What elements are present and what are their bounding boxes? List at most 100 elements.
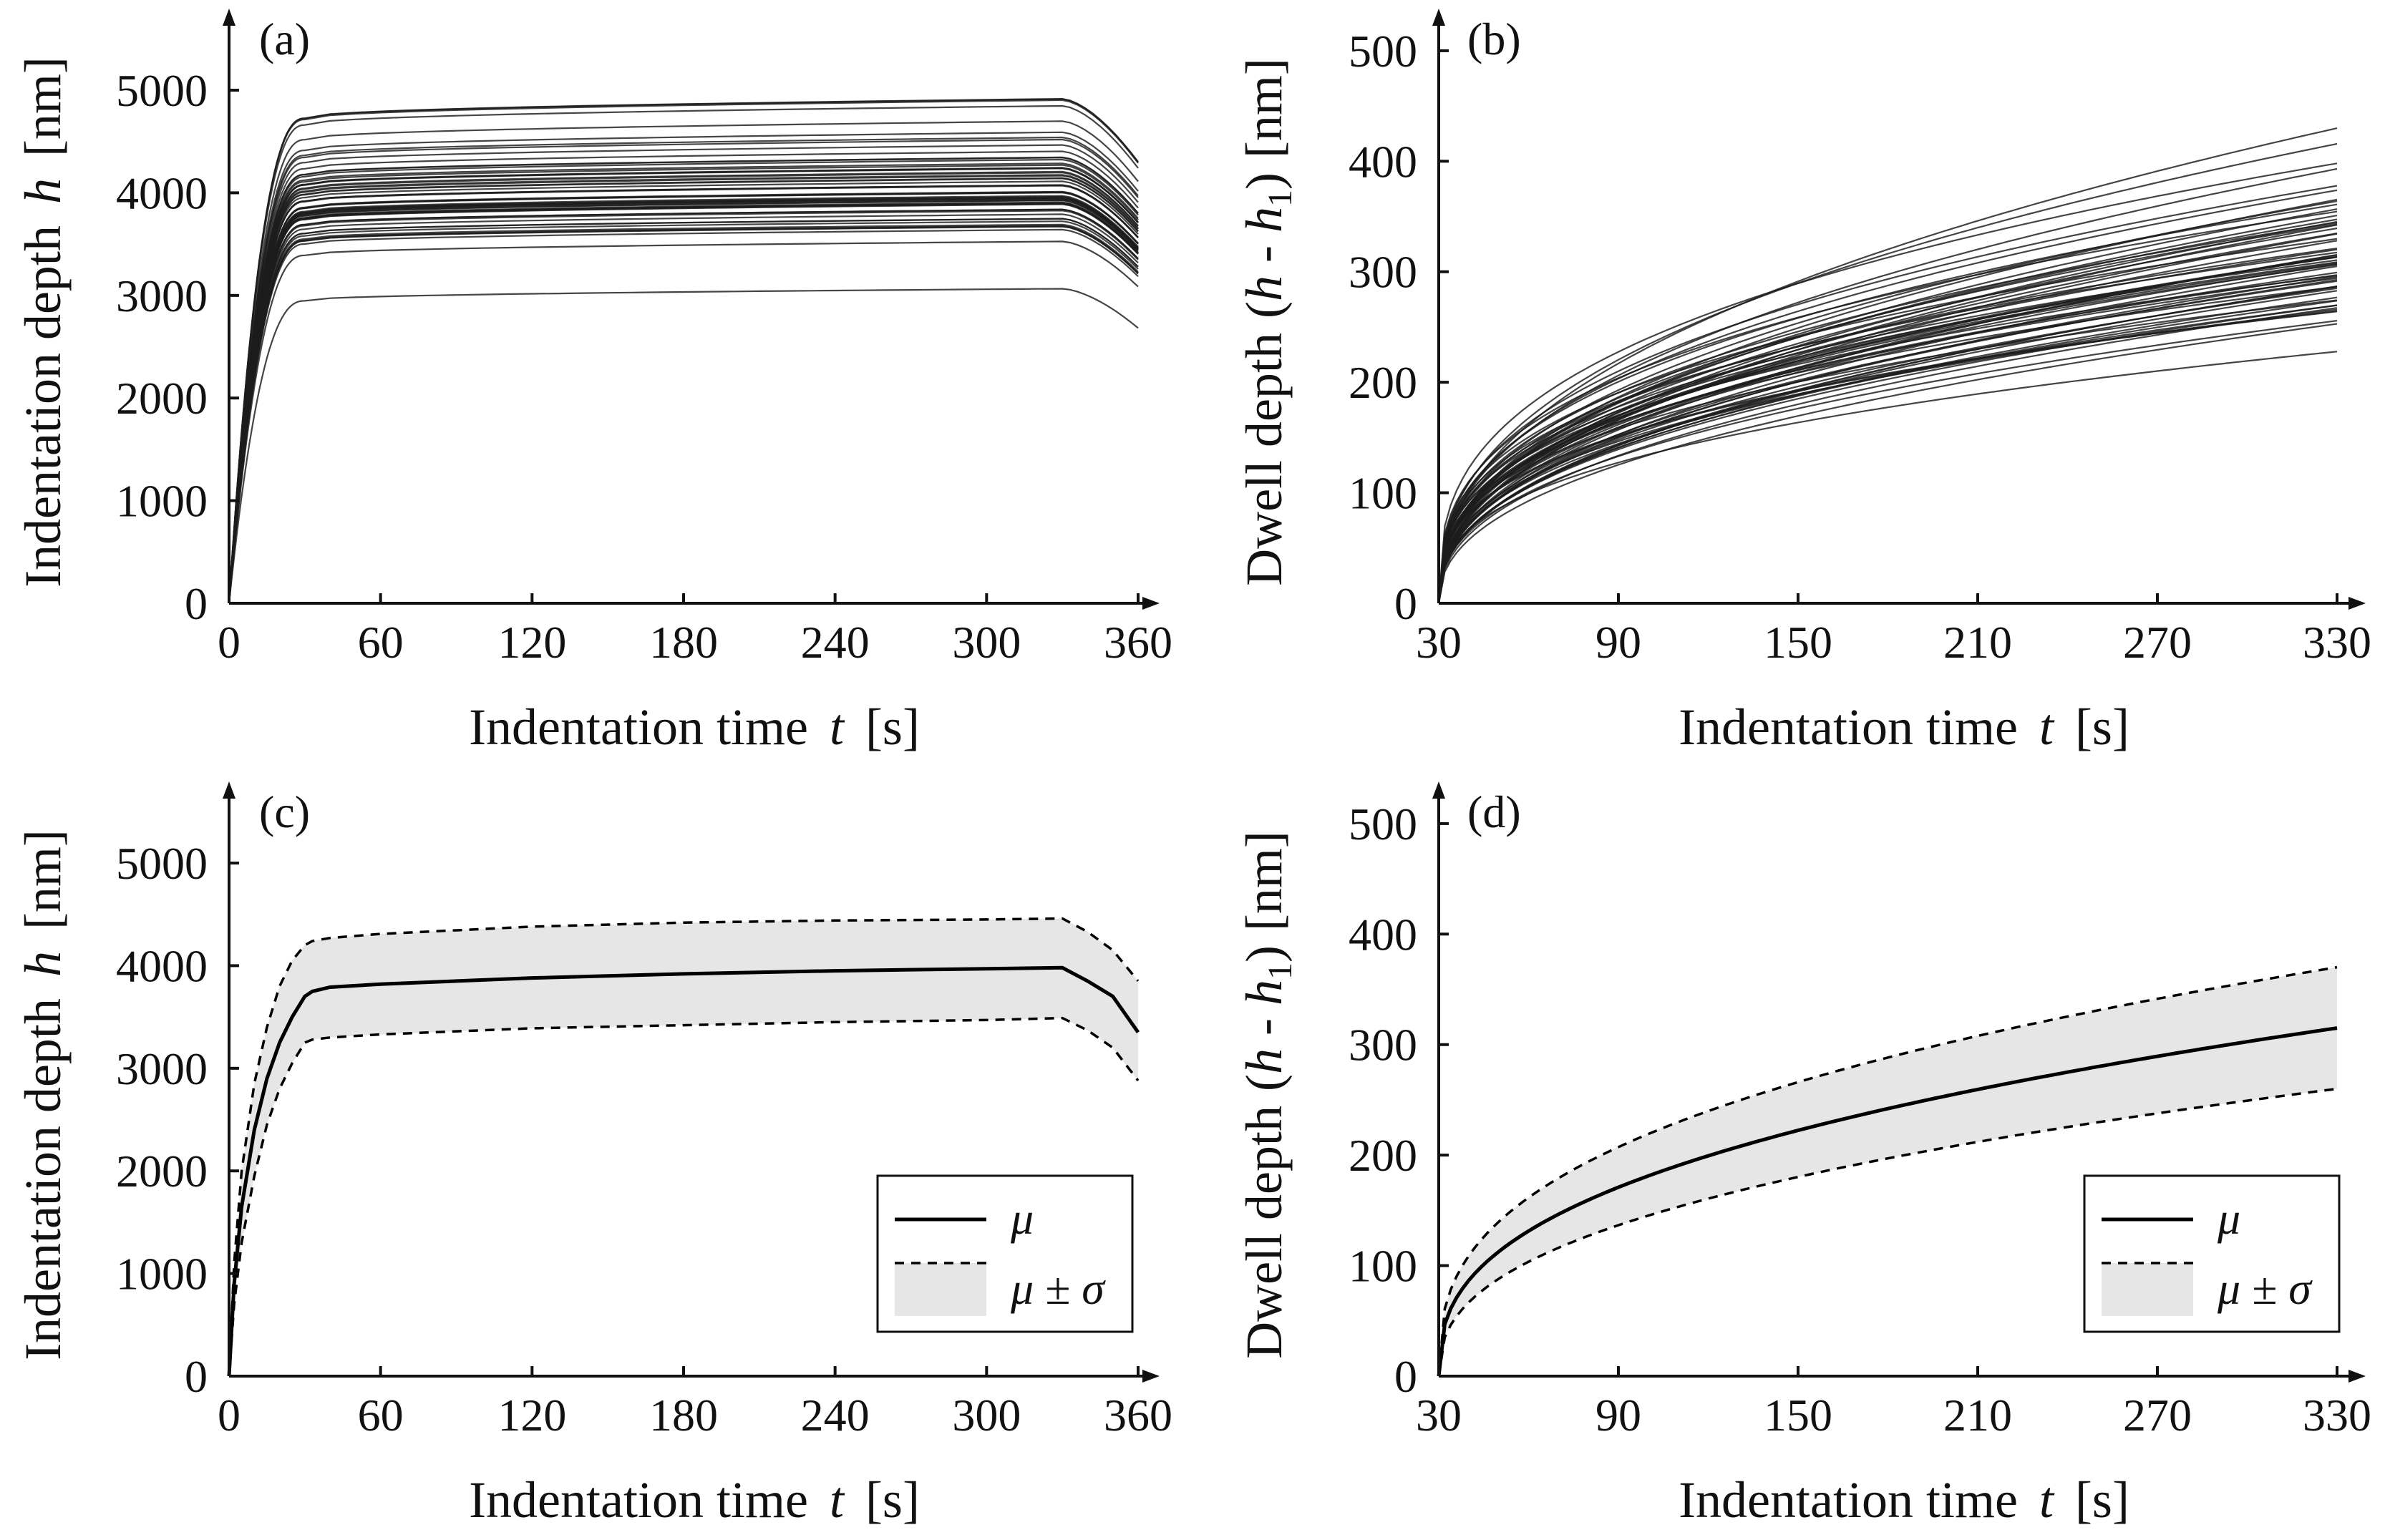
dwell-curve (1437, 227, 2338, 604)
x-tick-label: 0 (218, 1390, 241, 1441)
indentation-curve (228, 228, 1139, 604)
dwell-curve (1437, 127, 2338, 604)
indentation-curve (228, 197, 1139, 604)
panel-a-y-axis-arrow (223, 9, 235, 26)
x-tick-label: 0 (218, 617, 241, 668)
indentation-curve (228, 225, 1139, 604)
mean-plus-sigma-line (228, 917, 1140, 1377)
indentation-curve (228, 203, 1139, 604)
panel-c-x-ticks: 0 60 120 180 240 300 360 (218, 1366, 1172, 1441)
indentation-curve (228, 185, 1139, 604)
dwell-curve (1437, 203, 2338, 604)
y-tick-label: 3000 (116, 1043, 208, 1094)
panel-d-legend-sigma-label: μ ± σ (2217, 1263, 2313, 1314)
x-tick-label: 270 (2123, 1390, 2192, 1441)
y-tick-label: 0 (1394, 578, 1417, 629)
dwell-curve (1437, 304, 2338, 604)
indentation-curve (228, 120, 1139, 604)
panel-c-legend-sigma-label: μ ± σ (1010, 1263, 1106, 1314)
panel-d-x-axis-title: Indentation time t [s] (1679, 1471, 2129, 1529)
mean-line (227, 965, 1140, 1377)
x-tick-label: 60 (358, 617, 404, 668)
y-tick-label: 0 (1394, 1351, 1417, 1402)
y-tick-label: 400 (1349, 136, 1417, 187)
x-tick-label: 270 (2123, 617, 2192, 668)
indentation-curve (228, 184, 1139, 604)
indentation-curve (228, 195, 1139, 604)
x-tick-label: 240 (801, 1390, 870, 1441)
indentation-curve (228, 198, 1139, 604)
indentation-curve (228, 288, 1139, 604)
x-tick-label: 330 (2303, 617, 2371, 668)
y-tick-label: 2000 (116, 373, 208, 424)
panel-d-y-ticks: 0 100 200 300 400 500 (1349, 799, 1449, 1402)
panel-b-y-axis-title: Dwell depth(h - h1)[nm] (1235, 58, 1299, 586)
y-tick-label: 100 (1349, 468, 1417, 519)
panel-d-band-layer (1437, 965, 2338, 1377)
y-tick-label: 400 (1349, 909, 1417, 960)
y-tick-label: 0 (185, 578, 208, 629)
sigma-band (1439, 967, 2337, 1376)
y-tick-label: 300 (1349, 247, 1417, 298)
panel-d-legend-mean-label: μ (2217, 1193, 2240, 1244)
panel-d-x-axis-arrow (2348, 1370, 2366, 1383)
indentation-curve (228, 208, 1139, 604)
indentation-curve (228, 184, 1139, 604)
y-tick-label: 100 (1349, 1241, 1417, 1292)
indentation-curve (228, 196, 1139, 604)
dwell-curve (1437, 296, 2338, 604)
mean-minus-sigma-line (1437, 1087, 2338, 1377)
x-tick-label: 180 (649, 1390, 718, 1441)
panel-b-x-axis-title: Indentation time t [s] (1679, 698, 2129, 756)
x-tick-label: 30 (1416, 1390, 1462, 1441)
panel-d-y-axis-title: Dwell depth(h - h1)[nm] (1235, 831, 1299, 1359)
indentation-curve (228, 202, 1139, 604)
x-tick-label: 30 (1416, 617, 1462, 668)
x-tick-label: 360 (1104, 617, 1172, 668)
y-tick-label: 2000 (116, 1146, 208, 1197)
panel-a-x-ticks: 0 60 120 180 240 300 360 (218, 593, 1172, 668)
panel-b-curves (1437, 127, 2338, 604)
mean-minus-sigma-line (228, 1016, 1140, 1377)
y-tick-label: 300 (1349, 1020, 1417, 1071)
dwell-curve (1437, 142, 2338, 604)
x-tick-label: 330 (2303, 1390, 2371, 1441)
indentation-curve (228, 240, 1139, 604)
indentation-curve (228, 210, 1139, 604)
x-tick-label: 210 (1943, 1390, 2012, 1441)
panel-c-label: (c) (259, 786, 310, 837)
x-tick-label: 90 (1595, 617, 1641, 668)
x-tick-label: 210 (1943, 617, 2012, 668)
dwell-curve (1437, 198, 2338, 604)
panel-c-y-axis-arrow (223, 781, 235, 799)
x-tick-label: 150 (1764, 1390, 1832, 1441)
indentation-curve (228, 225, 1139, 604)
panel-a-y-axis-title: Indentation depthh[nm] (14, 57, 72, 588)
dwell-curve (1437, 259, 2338, 604)
panel-c-band-layer (227, 917, 1140, 1377)
indentation-curve (228, 203, 1139, 604)
indentation-curve (228, 220, 1139, 604)
panel-a-x-axis-title: Indentation time t [s] (469, 698, 920, 756)
sigma-band (229, 918, 1138, 1376)
panel-c-legend-band-swatch (895, 1263, 986, 1316)
chart-panel-d: 30 90 150 210 270 330 0 100 200 300 400 500 (d) In… (1235, 781, 2371, 1529)
panel-a-y-ticks: 0 1000 2000 3000 4000 5000 (116, 65, 239, 629)
x-tick-label: 300 (952, 617, 1021, 668)
y-tick-label: 5000 (116, 838, 208, 889)
y-tick-label: 200 (1349, 357, 1417, 408)
y-tick-label: 4000 (116, 940, 208, 991)
panel-b-y-axis-arrow (1432, 9, 1445, 26)
dwell-curve (1437, 263, 2338, 604)
dwell-curve (1437, 320, 2338, 604)
chart-panel-c: 0 60 120 180 240 300 360 0 1000 2000 3000 4000 5000… (14, 781, 1172, 1529)
y-tick-label: 4000 (116, 167, 208, 218)
dwell-curve (1437, 238, 2338, 604)
indentation-curve (228, 223, 1139, 604)
panel-c-x-axis-title: Indentation time t [s] (469, 1471, 920, 1529)
indentation-curve (228, 190, 1139, 604)
y-tick-label: 3000 (116, 271, 208, 321)
panel-a-curves (228, 97, 1139, 604)
dwell-curve (1437, 286, 2338, 604)
